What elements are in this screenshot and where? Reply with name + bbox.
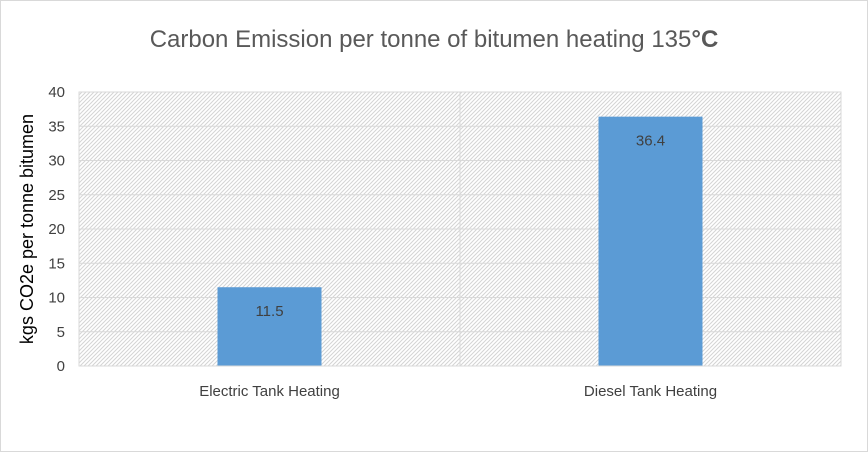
y-tick-label: 20 <box>48 221 65 238</box>
bar-data-label: 11.5 <box>255 303 283 320</box>
y-tick-label: 15 <box>48 255 65 272</box>
y-tick-label: 30 <box>48 153 65 170</box>
bar <box>217 287 322 366</box>
y-tick-label: 40 <box>48 84 65 101</box>
chart-title-text: Carbon Emission per tonne of bitumen hea… <box>150 26 692 53</box>
y-tick-label: 10 <box>48 290 65 307</box>
y-tick-label: 35 <box>48 118 65 135</box>
y-tick-label: 0 <box>57 358 65 375</box>
chart-title-unit: °C <box>691 26 718 53</box>
y-axis-ticks: 0 5 10 15 20 25 30 35 40 <box>48 84 65 375</box>
chart-title: Carbon Emission per tonne of bitumen hea… <box>150 26 719 53</box>
x-category-label: Electric Tank Heating <box>199 383 340 400</box>
y-tick-label: 5 <box>57 324 65 341</box>
x-axis-categories: Electric Tank Heating Diesel Tank Heating <box>199 383 717 400</box>
bar <box>598 116 703 366</box>
data-labels: 11.5 36.4 <box>255 133 665 321</box>
bars <box>217 116 703 366</box>
y-axis-label: kgs CO2e per tonne bitumen <box>17 114 37 344</box>
x-category-label: Diesel Tank Heating <box>584 383 717 400</box>
y-tick-label: 25 <box>48 187 65 204</box>
bar-data-label: 36.4 <box>636 133 665 150</box>
